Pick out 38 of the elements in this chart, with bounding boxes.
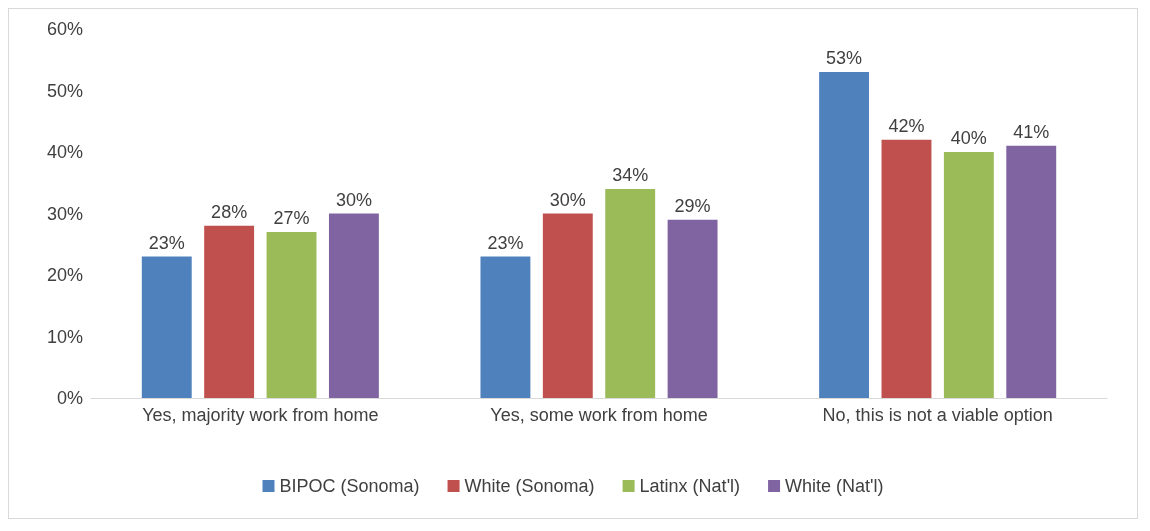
data-label: 23% <box>487 232 524 253</box>
data-label: 28% <box>211 201 248 222</box>
bar <box>204 225 255 398</box>
data-label: 23% <box>148 232 185 253</box>
data-label: 27% <box>273 207 310 228</box>
y-tick-label: 0% <box>56 388 83 408</box>
y-tick-label: 10% <box>46 326 83 347</box>
data-label: 42% <box>888 115 925 136</box>
bar <box>605 188 656 398</box>
bar <box>141 256 192 398</box>
y-tick-label: 60% <box>46 19 83 39</box>
bar <box>266 231 317 398</box>
bar <box>667 219 718 398</box>
bar <box>542 213 593 398</box>
data-label: 30% <box>335 189 372 210</box>
legend-label: Latinx (Nat'l) <box>639 476 741 496</box>
bar <box>943 152 994 398</box>
data-label: 41% <box>1013 121 1050 142</box>
bar <box>480 256 531 398</box>
bar <box>881 139 932 398</box>
x-tick-label: No, this is not a viable option <box>822 405 1053 425</box>
y-tick-label: 30% <box>46 203 83 224</box>
bar <box>1006 145 1057 398</box>
legend-label: BIPOC (Sonoma) <box>279 476 420 496</box>
y-tick-label: 20% <box>46 265 83 285</box>
data-label: 40% <box>950 128 987 148</box>
data-label: 53% <box>826 48 863 69</box>
data-label: 30% <box>549 189 586 210</box>
y-tick-label: 50% <box>46 80 83 101</box>
data-label: 29% <box>674 195 711 216</box>
legend-label: White (Sonoma) <box>464 476 595 496</box>
y-tick-label: 40% <box>46 142 83 162</box>
x-tick-label: Yes, majority work from home <box>142 405 379 425</box>
x-tick-label: Yes, some work from home <box>490 405 708 425</box>
data-label: 34% <box>612 164 649 185</box>
bar <box>328 213 379 398</box>
legend-label: White (Nat'l) <box>785 476 884 496</box>
bar <box>819 72 870 398</box>
